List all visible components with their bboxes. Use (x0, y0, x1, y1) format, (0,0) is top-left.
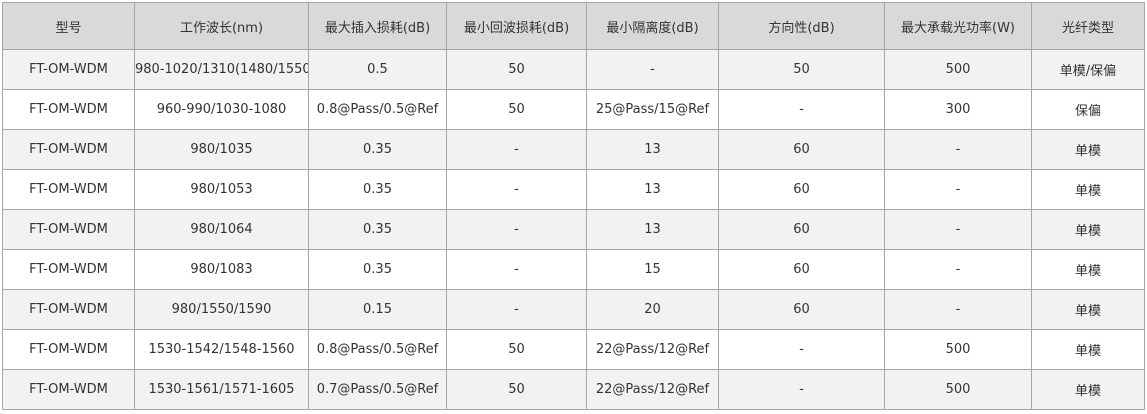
table-cell: 60 (718, 209, 885, 250)
table-cell: 单模 (1031, 129, 1145, 170)
table-cell: 980-1020/1310(1480/1550) (134, 49, 309, 90)
table-row: FT-OM-WDM 960-990/1030-1080 0.8@Pass/0.5@R… (2, 89, 1145, 130)
table-cell: - (718, 369, 885, 410)
table-cell: - (446, 249, 587, 290)
table-cell: FT-OM-WDM (2, 289, 135, 330)
table-cell: FT-OM-WDM (2, 249, 135, 290)
header-cell: 最大承载光功率(W) (884, 2, 1032, 50)
table-cell: 300 (884, 89, 1032, 130)
table-row: FT-OM-WDM 1530-1561/1571-1605 0.7@Pass/0.5… (2, 369, 1145, 410)
table-cell: 980/1035 (134, 129, 309, 170)
table-cell: - (884, 249, 1032, 290)
table-cell: 50 (718, 49, 885, 90)
header-cell: 型号 (2, 2, 135, 50)
table-cell: 单模 (1031, 329, 1145, 370)
header-row: 型号 工作波长(nm) 最大插入损耗(dB) 最小回波损耗(dB) 最小隔离度(dB) 方… (2, 2, 1145, 50)
table-cell: 13 (586, 209, 719, 250)
table-cell: 50 (446, 49, 587, 90)
table-cell: 20 (586, 289, 719, 330)
header-cell: 最大插入损耗(dB) (308, 2, 447, 50)
table-cell: 0.5 (308, 49, 447, 90)
table-cell: - (586, 49, 719, 90)
table-cell: - (884, 129, 1032, 170)
table-cell: 50 (446, 89, 587, 130)
table-cell: 500 (884, 329, 1032, 370)
table-cell: FT-OM-WDM (2, 369, 135, 410)
table-cell: 单模 (1031, 169, 1145, 210)
table-cell: 500 (884, 49, 1032, 90)
table-cell: 0.35 (308, 129, 447, 170)
table-cell: - (446, 129, 587, 170)
table-cell: FT-OM-WDM (2, 169, 135, 210)
table-cell: 0.35 (308, 209, 447, 250)
table-cell: FT-OM-WDM (2, 49, 135, 90)
table-row: FT-OM-WDM 980/1035 0.35-13 60- 单模 (2, 129, 1145, 170)
table-row: FT-OM-WDM 1530-1542/1548-1560 0.8@Pass/0.5… (2, 329, 1145, 370)
table-cell: 25@Pass/15@Ref (586, 89, 719, 130)
table-cell: 13 (586, 169, 719, 210)
table-cell: - (446, 169, 587, 210)
table-cell: FT-OM-WDM (2, 329, 135, 370)
table-cell: - (718, 329, 885, 370)
table-cell: 单模 (1031, 289, 1145, 330)
table-cell: - (446, 209, 587, 250)
table-cell: 980/1550/1590 (134, 289, 309, 330)
header-cell: 最小回波损耗(dB) (446, 2, 587, 50)
table-cell: 1530-1561/1571-1605 (134, 369, 309, 410)
table-cell: - (884, 169, 1032, 210)
table-cell: FT-OM-WDM (2, 129, 135, 170)
table-cell: 0.7@Pass/0.5@Ref (308, 369, 447, 410)
table-cell: - (884, 209, 1032, 250)
table-cell: 60 (718, 129, 885, 170)
table-cell: 22@Pass/12@Ref (586, 329, 719, 370)
table-cell: - (446, 289, 587, 330)
table-row: FT-OM-WDM 980/1550/1590 0.15-20 60- 单模 (2, 289, 1145, 330)
table-cell: 1530-1542/1548-1560 (134, 329, 309, 370)
table-cell: 500 (884, 369, 1032, 410)
table-cell: - (718, 89, 885, 130)
table-cell: - (884, 289, 1032, 330)
table-cell: 60 (718, 249, 885, 290)
header-cell: 方向性(dB) (718, 2, 885, 50)
table-cell: 0.35 (308, 169, 447, 210)
table-row: FT-OM-WDM 980/1083 0.35-15 60- 单模 (2, 249, 1145, 290)
table-cell: 15 (586, 249, 719, 290)
table-cell: 单模 (1031, 249, 1145, 290)
table-cell: FT-OM-WDM (2, 89, 135, 130)
table-cell: 单模 (1031, 369, 1145, 410)
table-cell: 0.15 (308, 289, 447, 330)
table-cell: 单模 (1031, 209, 1145, 250)
table-cell: 0.35 (308, 249, 447, 290)
table-cell: 50 (446, 369, 587, 410)
table-cell: 单模/保偏 (1031, 49, 1145, 90)
table-cell: 980/1064 (134, 209, 309, 250)
header-cell: 最小隔离度(dB) (586, 2, 719, 50)
table-cell: FT-OM-WDM (2, 209, 135, 250)
table-cell: 0.8@Pass/0.5@Ref (308, 89, 447, 130)
table-cell: 60 (718, 289, 885, 330)
table-cell: 保偏 (1031, 89, 1145, 130)
table-cell: 60 (718, 169, 885, 210)
table-cell: 50 (446, 329, 587, 370)
table-row: FT-OM-WDM 980/1064 0.35-13 60- 单模 (2, 209, 1145, 250)
table-cell: 22@Pass/12@Ref (586, 369, 719, 410)
table-cell: 0.8@Pass/0.5@Ref (308, 329, 447, 370)
table-body: FT-OM-WDM 980-1020/1310(1480/1550) 0.5 50-5… (2, 49, 1145, 410)
header-cell: 工作波长(nm) (134, 2, 309, 50)
table-cell: 980/1053 (134, 169, 309, 210)
table-cell: 980/1083 (134, 249, 309, 290)
header-cell: 光纤类型 (1031, 2, 1145, 50)
table-cell: 960-990/1030-1080 (134, 89, 309, 130)
table-cell: 13 (586, 129, 719, 170)
table-header: 型号 工作波长(nm) 最大插入损耗(dB) 最小回波损耗(dB) 最小隔离度(dB) 方… (2, 2, 1145, 50)
table-row: FT-OM-WDM 980-1020/1310(1480/1550) 0.5 50-5… (2, 49, 1145, 90)
table-row: FT-OM-WDM 980/1053 0.35-13 60- 单模 (2, 169, 1145, 210)
